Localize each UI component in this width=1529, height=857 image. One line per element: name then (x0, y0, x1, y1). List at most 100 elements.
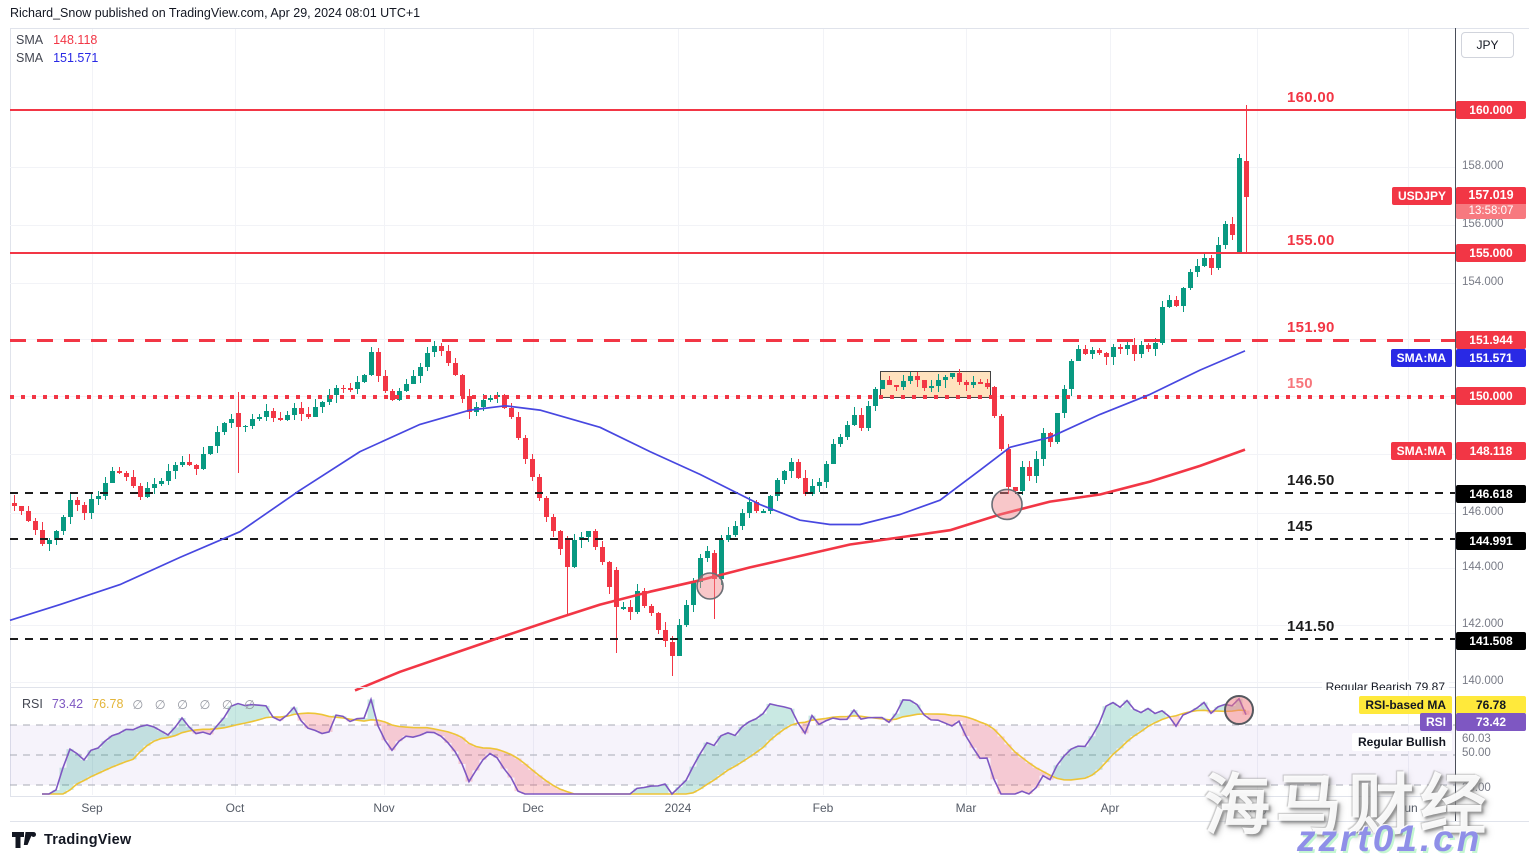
rsi-fill (1102, 706, 1110, 763)
sma-label: SMA (16, 33, 44, 47)
candle-body (284, 414, 290, 420)
rsi-fill (696, 753, 704, 790)
candle-body (1131, 345, 1137, 354)
candle-body (956, 373, 962, 382)
rsi-fill (318, 714, 326, 734)
rsi-fill (948, 715, 956, 726)
candle-body (746, 501, 752, 513)
candle-body (921, 380, 927, 389)
rsi-ma-value: 76.78 (92, 697, 124, 711)
candle-body (858, 414, 864, 428)
candle-body (459, 374, 465, 396)
time-axis-label: Dec (522, 801, 544, 815)
candle-body (46, 539, 52, 545)
price-axis-tick: 156.000 (1462, 218, 1504, 230)
rsi-fill (577, 794, 585, 795)
rsi-fill (1032, 767, 1040, 788)
candle-body (242, 425, 248, 428)
candle-wick (622, 601, 624, 610)
rsi-fill (605, 794, 613, 795)
candle-body (1194, 265, 1200, 273)
rsi-fill (458, 737, 466, 764)
rsi-ma-line (42, 709, 1247, 795)
candle-body (1089, 349, 1095, 355)
rsi-fill (1060, 756, 1068, 780)
rsi-fill (773, 705, 781, 735)
candle-body (1117, 346, 1123, 350)
axis-price-badge: 141.508 (1456, 632, 1526, 650)
rsi-fill (955, 715, 963, 722)
time-axis-label: Mar (955, 801, 977, 815)
candle-body (1229, 224, 1235, 236)
rsi-fill (164, 734, 172, 738)
candle-body (81, 504, 87, 513)
v-gridline (384, 29, 385, 795)
rsi-fill (717, 735, 725, 776)
rsi-fill (1123, 700, 1131, 742)
axis-price-badge: 146.618 (1456, 485, 1526, 503)
rsi-fill (1235, 698, 1243, 711)
candle-body (718, 539, 724, 579)
rsi-fill (941, 714, 949, 724)
price-level-label: 145 (1287, 518, 1313, 536)
price-axis-tick: 146.000 (1462, 506, 1504, 518)
rsi-fill (1074, 746, 1082, 780)
rsi-fill (115, 733, 123, 765)
candle-body (1026, 466, 1032, 476)
candle-body (788, 461, 794, 471)
candle-body (564, 538, 570, 568)
rsi-fill (311, 713, 319, 731)
currency-axis-button[interactable]: JPY (1461, 32, 1514, 58)
rsi-fill (388, 725, 396, 751)
rsi-fill (486, 748, 494, 754)
price-level-line (10, 637, 1455, 640)
v-gridline (966, 29, 967, 795)
rsi-fill (1130, 709, 1138, 737)
rsi-fill (1200, 702, 1208, 711)
candle-body (375, 352, 381, 377)
frame-top-border (10, 28, 1529, 29)
candle-body (585, 531, 591, 538)
rsi-fill (437, 730, 445, 737)
candle-body (116, 471, 122, 473)
rsi-fill (535, 775, 543, 794)
candle-body (690, 582, 696, 606)
rsi-fill (472, 746, 480, 771)
rsi-fill (850, 710, 858, 716)
candle-body (179, 461, 185, 466)
sma-value: 151.571 (53, 51, 99, 65)
candle-body (305, 414, 311, 417)
axis-price-badge: 151.571 (1456, 349, 1526, 367)
rsi-fill (122, 729, 130, 762)
rsi-fill (1165, 716, 1173, 718)
candle-body (641, 591, 647, 606)
candle-body (634, 591, 640, 613)
candle-body (767, 495, 773, 511)
candle-body (886, 380, 892, 385)
rsi-fill (983, 724, 991, 759)
tradingview-attribution[interactable]: TradingView (12, 832, 131, 848)
rsi-fill (360, 718, 368, 722)
rsi-fill (1046, 775, 1054, 780)
price-axis-tick: 158.000 (1462, 160, 1504, 172)
rsi-fill (1242, 710, 1250, 715)
tradingview-logo-icon (12, 832, 36, 848)
candle-body (445, 351, 451, 364)
candle-body (795, 461, 801, 478)
candle-body (1243, 161, 1249, 198)
rsi-fill (367, 699, 375, 720)
rsi-fill (94, 748, 102, 774)
rsi-band (10, 725, 1455, 785)
time-axis-label: Nov (373, 801, 395, 815)
price-level-line (10, 394, 1455, 399)
rsi-value: 73.42 (51, 697, 84, 711)
rsi-fill (73, 753, 81, 784)
h-gridline (10, 513, 1455, 514)
rsi-fill (297, 713, 305, 721)
candle-body (193, 464, 199, 470)
candle-body (837, 436, 843, 444)
candle-body (942, 376, 948, 380)
rsi-fill (213, 725, 221, 729)
price-axis-tick: 142.000 (1462, 618, 1504, 630)
rsi-fill (325, 716, 333, 732)
